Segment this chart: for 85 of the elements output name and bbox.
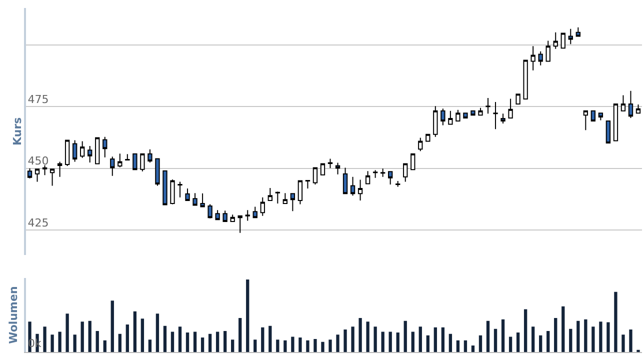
bar — [186, 332, 190, 352]
bar — [426, 335, 430, 352]
bar — [629, 330, 632, 352]
bar — [178, 326, 182, 352]
bar — [140, 318, 144, 352]
bar — [592, 326, 595, 352]
bar — [118, 334, 122, 352]
bar — [532, 326, 535, 352]
bar — [170, 332, 174, 352]
bar — [381, 332, 384, 352]
bar — [486, 320, 490, 352]
bar — [606, 322, 610, 352]
bar — [418, 326, 422, 352]
bar — [584, 319, 588, 352]
bar — [88, 320, 92, 352]
bar — [622, 334, 625, 352]
bar — [110, 300, 114, 352]
bar — [336, 334, 340, 352]
bar — [261, 327, 264, 352]
bar — [246, 280, 250, 352]
bar — [351, 326, 354, 352]
bar — [546, 330, 550, 352]
bar — [328, 340, 332, 352]
bar — [569, 328, 572, 352]
bar — [216, 332, 220, 352]
bar — [50, 334, 54, 352]
bar — [156, 314, 160, 352]
y-tick-label: 425 — [28, 216, 49, 230]
bar — [298, 338, 302, 352]
bar — [80, 322, 84, 352]
bar — [238, 318, 242, 352]
bar — [254, 340, 257, 352]
y-axis-title: Wolumen — [7, 286, 20, 344]
bar — [441, 327, 444, 352]
bar — [411, 332, 414, 352]
bar — [494, 328, 498, 352]
bar — [66, 314, 69, 352]
bar — [148, 340, 152, 352]
y-axis-title: Kurs — [10, 116, 24, 146]
bar — [562, 306, 565, 352]
bar — [284, 340, 287, 352]
bar — [224, 330, 227, 352]
bar — [200, 338, 204, 352]
bar — [268, 326, 272, 352]
bar — [539, 335, 542, 352]
bar — [404, 320, 407, 352]
bar — [358, 318, 362, 352]
bar — [103, 340, 106, 352]
bar — [344, 330, 347, 352]
bar — [554, 318, 558, 352]
bar — [396, 332, 400, 352]
bar — [388, 332, 392, 352]
bar — [516, 332, 520, 352]
bar — [599, 322, 602, 352]
bar — [321, 342, 324, 352]
y-tick-label: 450 — [28, 154, 49, 168]
bar — [58, 332, 62, 352]
bar — [276, 340, 280, 352]
bar — [508, 336, 512, 352]
bar — [96, 330, 99, 352]
bar — [366, 322, 370, 352]
bar — [163, 326, 167, 352]
annotation: 0k — [28, 337, 42, 350]
bar — [208, 334, 212, 352]
bar — [133, 311, 136, 352]
bar — [524, 309, 528, 352]
bar — [471, 345, 475, 352]
bar — [73, 334, 76, 352]
bar — [434, 327, 437, 352]
bar — [126, 324, 129, 352]
bar — [501, 319, 505, 352]
bar — [43, 326, 46, 352]
bar — [314, 338, 317, 352]
bar — [464, 340, 468, 352]
bar — [193, 332, 197, 352]
bar — [306, 340, 310, 352]
bar — [478, 335, 482, 352]
y-tick-label: 475 — [28, 92, 49, 106]
bar — [576, 320, 580, 352]
bar — [456, 340, 460, 352]
bar — [291, 336, 294, 352]
bar — [448, 334, 452, 352]
bar — [614, 292, 618, 352]
bar — [374, 326, 377, 352]
bar — [231, 340, 234, 352]
